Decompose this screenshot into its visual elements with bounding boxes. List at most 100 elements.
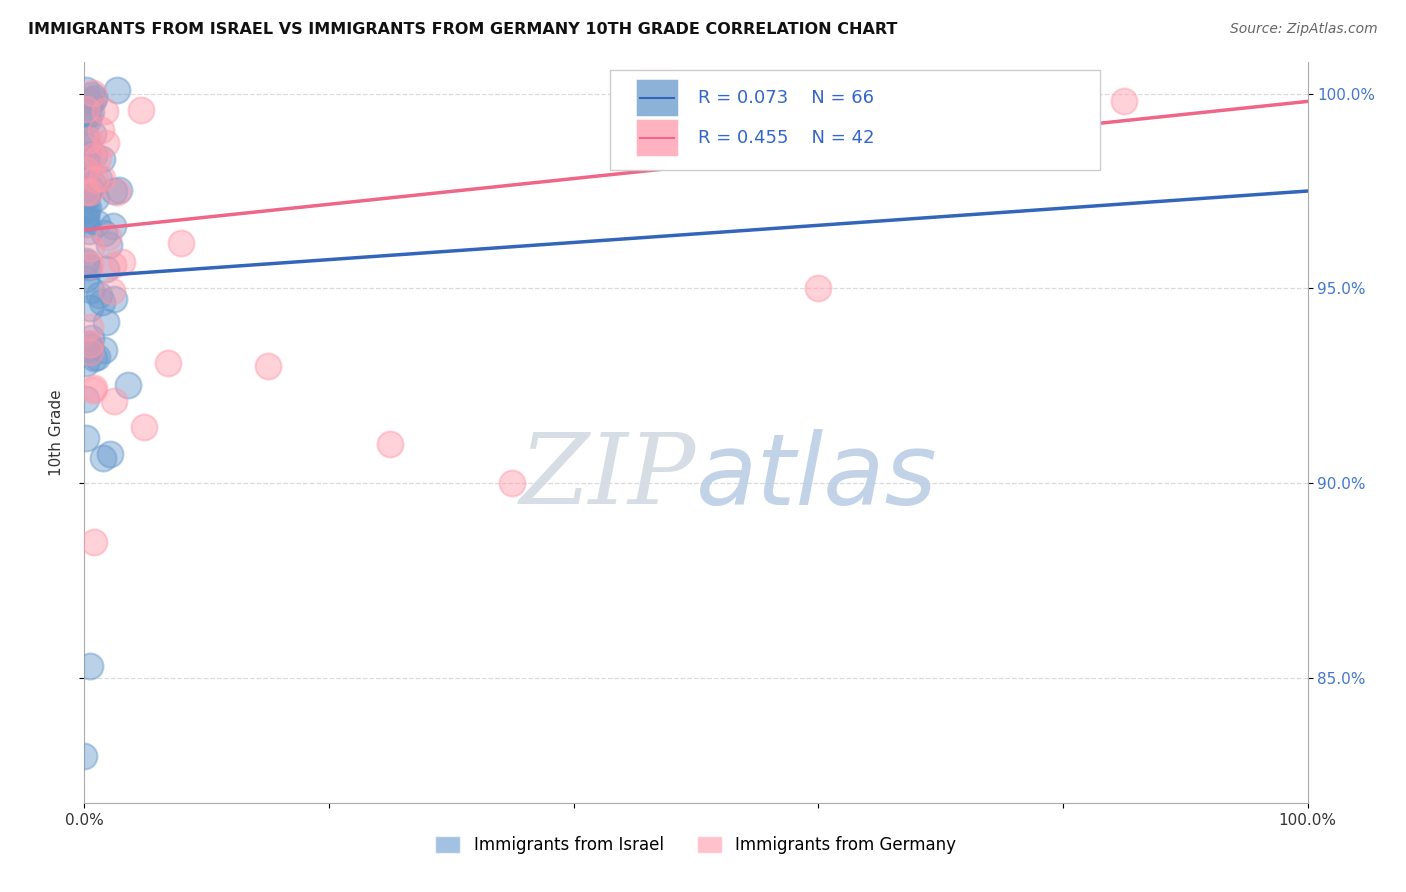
- Point: [94, 262, 117, 277]
- Point: [103, 393, 125, 408]
- Point: [75, 185, 97, 199]
- Point: [89, 171, 111, 186]
- Point: [76, 147, 98, 161]
- Point: [90, 152, 112, 166]
- Point: [93, 103, 115, 118]
- Point: [105, 83, 128, 97]
- Point: [82, 86, 104, 100]
- Point: [98, 238, 121, 252]
- Text: IMMIGRANTS FROM ISRAEL VS IMMIGRANTS FROM GERMANY 10TH GRADE CORRELATION CHART: IMMIGRANTS FROM ISRAEL VS IMMIGRANTS FRO…: [28, 22, 897, 37]
- Point: [80, 283, 103, 297]
- FancyBboxPatch shape: [636, 120, 678, 156]
- Point: [86, 191, 108, 205]
- Text: atlas: atlas: [696, 428, 938, 525]
- Y-axis label: 10th Grade: 10th Grade: [49, 389, 63, 476]
- Point: [117, 377, 139, 392]
- Point: [80, 331, 103, 345]
- Point: [80, 88, 103, 103]
- Point: [91, 295, 114, 310]
- Point: [75, 155, 97, 169]
- Point: [75, 218, 97, 232]
- Point: [107, 183, 129, 197]
- Point: [73, 749, 96, 764]
- Point: [83, 381, 105, 395]
- Text: R = 0.455    N = 42: R = 0.455 N = 42: [699, 128, 875, 147]
- Point: [83, 171, 105, 186]
- Point: [77, 224, 100, 238]
- Point: [75, 188, 97, 202]
- Point: [79, 344, 101, 359]
- Point: [75, 102, 97, 116]
- Point: [76, 260, 98, 274]
- Point: [380, 437, 402, 451]
- Point: [257, 359, 280, 374]
- Point: [75, 356, 97, 370]
- Point: [76, 201, 98, 215]
- Point: [103, 185, 125, 199]
- Point: [91, 451, 114, 466]
- Point: [75, 431, 97, 445]
- Point: [132, 420, 155, 434]
- Point: [131, 103, 153, 118]
- Point: [79, 259, 101, 273]
- Point: [76, 140, 98, 154]
- Point: [82, 149, 104, 163]
- Point: [103, 292, 125, 306]
- Point: [100, 284, 122, 298]
- Point: [79, 319, 101, 334]
- Point: [83, 351, 105, 365]
- Text: ZIP: ZIP: [520, 429, 696, 524]
- Point: [502, 476, 524, 491]
- Point: [82, 383, 104, 397]
- Point: [79, 95, 101, 109]
- Point: [86, 351, 108, 365]
- Point: [101, 258, 124, 272]
- Point: [80, 241, 103, 255]
- Point: [82, 93, 104, 107]
- Point: [79, 185, 101, 199]
- Point: [97, 229, 120, 244]
- Point: [79, 337, 101, 351]
- Point: [87, 151, 110, 165]
- FancyBboxPatch shape: [636, 79, 678, 116]
- Point: [82, 127, 104, 141]
- Point: [75, 109, 97, 123]
- Point: [75, 212, 97, 227]
- Point: [82, 177, 104, 191]
- Point: [75, 164, 97, 178]
- Point: [103, 219, 125, 234]
- Point: [75, 392, 97, 407]
- Point: [79, 341, 101, 355]
- Point: [83, 148, 105, 162]
- Point: [90, 123, 112, 137]
- Point: [86, 216, 108, 230]
- Point: [75, 210, 97, 224]
- Point: [79, 301, 101, 315]
- Point: [105, 185, 128, 199]
- Point: [75, 130, 97, 145]
- Point: [75, 162, 97, 177]
- Point: [77, 113, 100, 128]
- Point: [1114, 95, 1136, 109]
- Point: [94, 136, 117, 151]
- Point: [157, 356, 180, 370]
- Text: R = 0.073    N = 66: R = 0.073 N = 66: [699, 89, 875, 107]
- Point: [98, 447, 121, 461]
- Point: [87, 288, 110, 302]
- Point: [807, 281, 830, 295]
- Point: [77, 108, 100, 122]
- Point: [80, 104, 103, 119]
- Point: [75, 83, 97, 97]
- Point: [83, 91, 105, 105]
- FancyBboxPatch shape: [610, 70, 1099, 169]
- Point: [76, 189, 98, 203]
- Point: [91, 170, 114, 185]
- Point: [94, 315, 117, 329]
- Point: [75, 254, 97, 268]
- Point: [93, 226, 115, 240]
- Point: [111, 255, 134, 269]
- Point: [83, 534, 105, 549]
- Point: [75, 255, 97, 269]
- Legend: Immigrants from Israel, Immigrants from Germany: Immigrants from Israel, Immigrants from …: [429, 830, 963, 861]
- Point: [75, 272, 97, 286]
